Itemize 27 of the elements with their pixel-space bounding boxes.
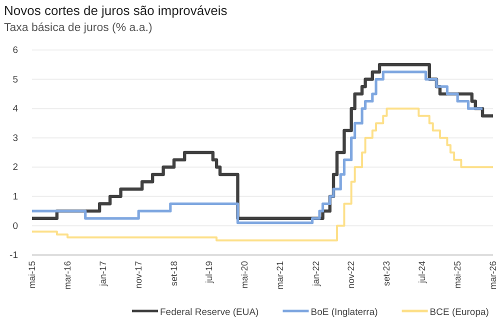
y-tick-label: -1	[10, 250, 18, 262]
x-tick-label: nov-22	[346, 261, 356, 289]
chart-subtitle: Taxa básica de juros (% a.a.)	[4, 22, 152, 34]
x-tick-label: jul-24	[417, 261, 428, 284]
y-tick-label: 6	[12, 45, 18, 56]
y-tick-label: 0	[12, 220, 18, 232]
y-tick-label: 1	[12, 191, 18, 202]
y-tick-label: 2	[12, 162, 18, 174]
x-tick-label: mar-16	[62, 261, 72, 290]
y-tick-label: 5	[12, 74, 18, 86]
y-tick-label: 3	[12, 132, 18, 144]
x-tick-label: set-18	[168, 261, 179, 286]
x-tick-label: nov-17	[133, 261, 144, 289]
legend-label: BoE (Inglaterra)	[310, 307, 378, 318]
x-tick-label: mar-21	[275, 261, 286, 290]
legend-label: BCE (Europa)	[430, 307, 489, 318]
chart-title: Novos cortes de juros são improváveis	[4, 3, 228, 18]
x-tick-label: mai-15	[26, 261, 37, 289]
x-tick-label: mai-25	[452, 261, 462, 289]
x-tick-label: mar-26	[488, 261, 498, 290]
x-tick-label: jan-17	[98, 261, 108, 288]
y-tick-label: 4	[12, 104, 18, 115]
x-tick-label: mai-20	[240, 261, 250, 289]
x-tick-label: set-23	[382, 261, 392, 286]
x-tick-label: jan-22	[310, 261, 321, 288]
legend-label: Federal Reserve (EUA)	[160, 307, 259, 318]
x-tick-label: jul-19	[204, 261, 214, 284]
